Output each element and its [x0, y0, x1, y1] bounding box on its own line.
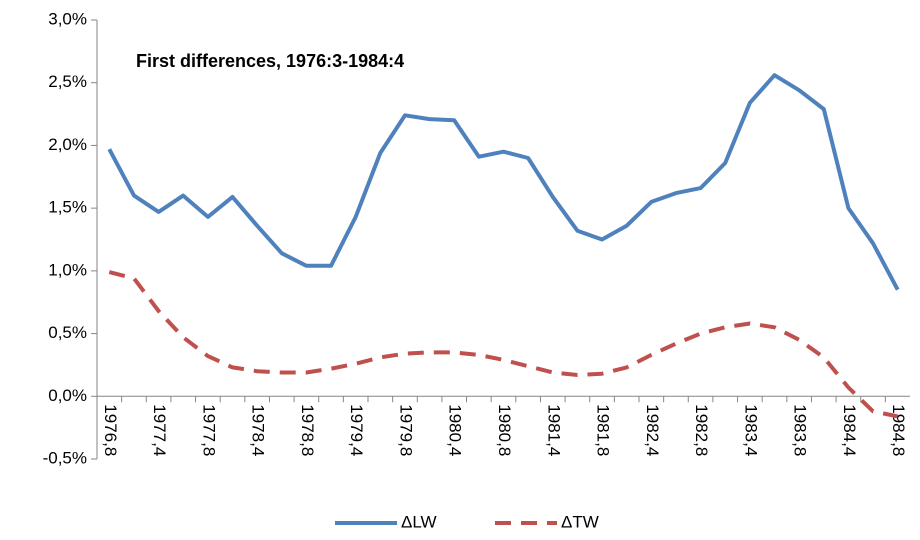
- x-tick-label: 1981,4: [544, 404, 563, 456]
- x-tick-label: 1977,4: [150, 404, 169, 456]
- y-tick-label: 1,0%: [48, 260, 87, 279]
- y-tick-label: 0,5%: [48, 323, 87, 342]
- y-tick-label: 2,5%: [48, 72, 87, 91]
- x-tick-label: 1983,8: [791, 404, 810, 456]
- x-tick-label: 1980,4: [446, 404, 465, 456]
- y-tick-label: 1,5%: [48, 198, 87, 217]
- x-tick-label: 1977,8: [199, 404, 218, 456]
- x-tick-label: 1984,8: [889, 404, 908, 456]
- x-tick-label: 1982,4: [643, 404, 662, 456]
- series-line: [107, 73, 900, 291]
- x-tick-label: 1976,8: [101, 404, 120, 456]
- x-tick-label: 1983,4: [741, 404, 760, 456]
- series-line: [108, 270, 899, 419]
- chart-title: First differences, 1976:3-1984:4: [136, 51, 404, 71]
- x-tick-label: 1982,8: [692, 404, 711, 456]
- x-tick-label: 1978,8: [298, 404, 317, 456]
- y-tick-label: -0,5%: [43, 448, 87, 467]
- x-tick-label: 1979,8: [396, 404, 415, 456]
- x-tick-label: 1978,4: [249, 404, 268, 456]
- x-tick-label: 1984,4: [840, 404, 859, 456]
- y-tick-label: 3,0%: [48, 9, 87, 28]
- x-tick-label: 1981,8: [594, 404, 613, 456]
- x-tick-label: 1980,8: [495, 404, 514, 456]
- y-tick-label: 2,0%: [48, 135, 87, 154]
- y-tick-label: 0,0%: [48, 386, 87, 405]
- x-tick-label: 1979,4: [347, 404, 366, 456]
- legend-label: ΔLW: [401, 512, 437, 531]
- legend-label: ΔTW: [561, 512, 599, 531]
